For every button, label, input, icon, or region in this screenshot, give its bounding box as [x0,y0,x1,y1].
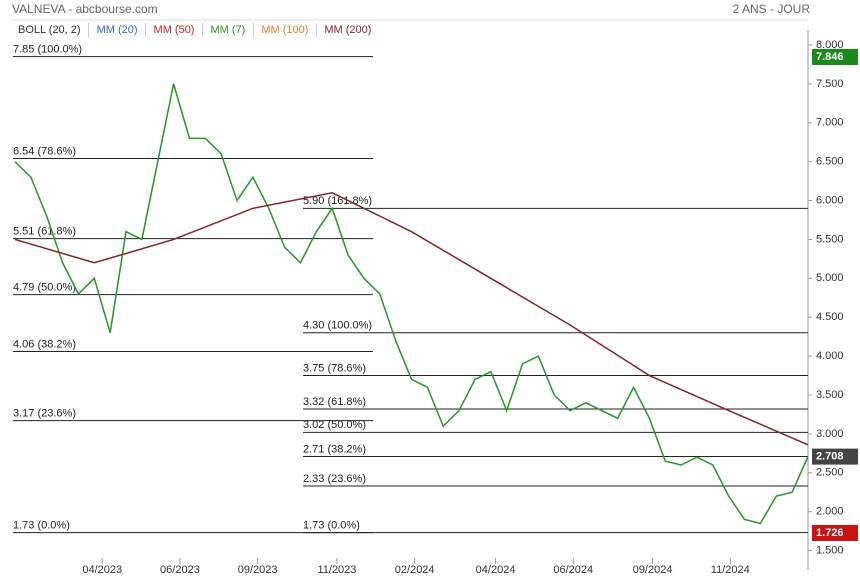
y-tick-label: 6.500 [816,156,844,168]
price-marker [812,48,858,65]
y-tick-label: 2.000 [816,506,844,518]
y-tick-label: 4.500 [816,311,844,323]
x-tick-label: 06/2024 [553,564,593,576]
fib-label: 7.85 (100.0%) [13,44,82,56]
x-tick-label: 09/2024 [633,564,673,576]
fib-label: 3.02 (50.0%) [303,419,366,431]
fib-label: 3.75 (78.6%) [303,362,366,374]
x-tick-label: 11/2023 [317,564,356,576]
x-tick-label: 04/2024 [476,564,516,576]
series-line [14,83,809,525]
fib-label: 1.73 (0.0%) [303,520,360,532]
fib-label: 3.32 (61.8%) [303,396,366,408]
x-tick-label: 04/2023 [82,564,122,576]
legend-entry: BOLL (20, 2) [18,24,81,36]
y-tick-label: 5.500 [816,233,844,245]
legend-entry: MM (50) [154,24,195,36]
legend-entry: MM (200) [324,24,371,36]
x-tick-label: 02/2024 [395,564,435,576]
price-marker-label: 2.708 [816,451,844,463]
legend-entry: MM (20) [97,24,138,36]
y-tick-label: 5.000 [816,272,844,284]
x-tick-label: 06/2023 [160,564,200,576]
price-marker [812,448,858,465]
price-marker-label: 7.846 [816,51,844,63]
x-tick-label: 11/2024 [711,564,750,576]
y-tick-label: 1.500 [816,544,844,556]
fib-label: 2.33 (23.6%) [303,473,366,485]
fib-label: 4.06 (38.2%) [13,338,76,350]
fib-label: 4.30 (100.0%) [303,320,372,332]
y-tick-label: 2.500 [816,467,844,479]
fib-label: 4.79 (50.0%) [13,282,76,294]
y-tick-label: 7.000 [816,117,844,129]
series-line [14,191,809,446]
price-marker [812,524,858,541]
y-tick-label: 3.500 [816,389,844,401]
y-tick-label: 6.000 [816,194,844,206]
legend-entry: MM (7) [210,24,245,36]
y-tick-label: 7.500 [816,78,844,90]
fib-label: 1.73 (0.0%) [13,520,70,532]
fib-label: 2.71 (38.2%) [303,443,366,455]
y-tick-label: 3.000 [816,428,844,440]
fib-label: 5.51 (61.8%) [13,226,76,238]
x-tick-label: 09/2023 [238,564,278,576]
legend-entry: MM (100) [261,24,308,36]
chart-title: VALNEVA - abcbourse.com [12,2,158,16]
chart-subtitle: 2 ANS - JOUR [733,2,811,16]
fib-label: 6.54 (78.6%) [13,145,76,157]
y-tick-label: 4.000 [816,350,844,362]
price-marker-label: 1.726 [816,527,844,539]
y-tick-label: 8.000 [816,39,844,51]
fib-label: 3.17 (23.6%) [13,408,76,420]
